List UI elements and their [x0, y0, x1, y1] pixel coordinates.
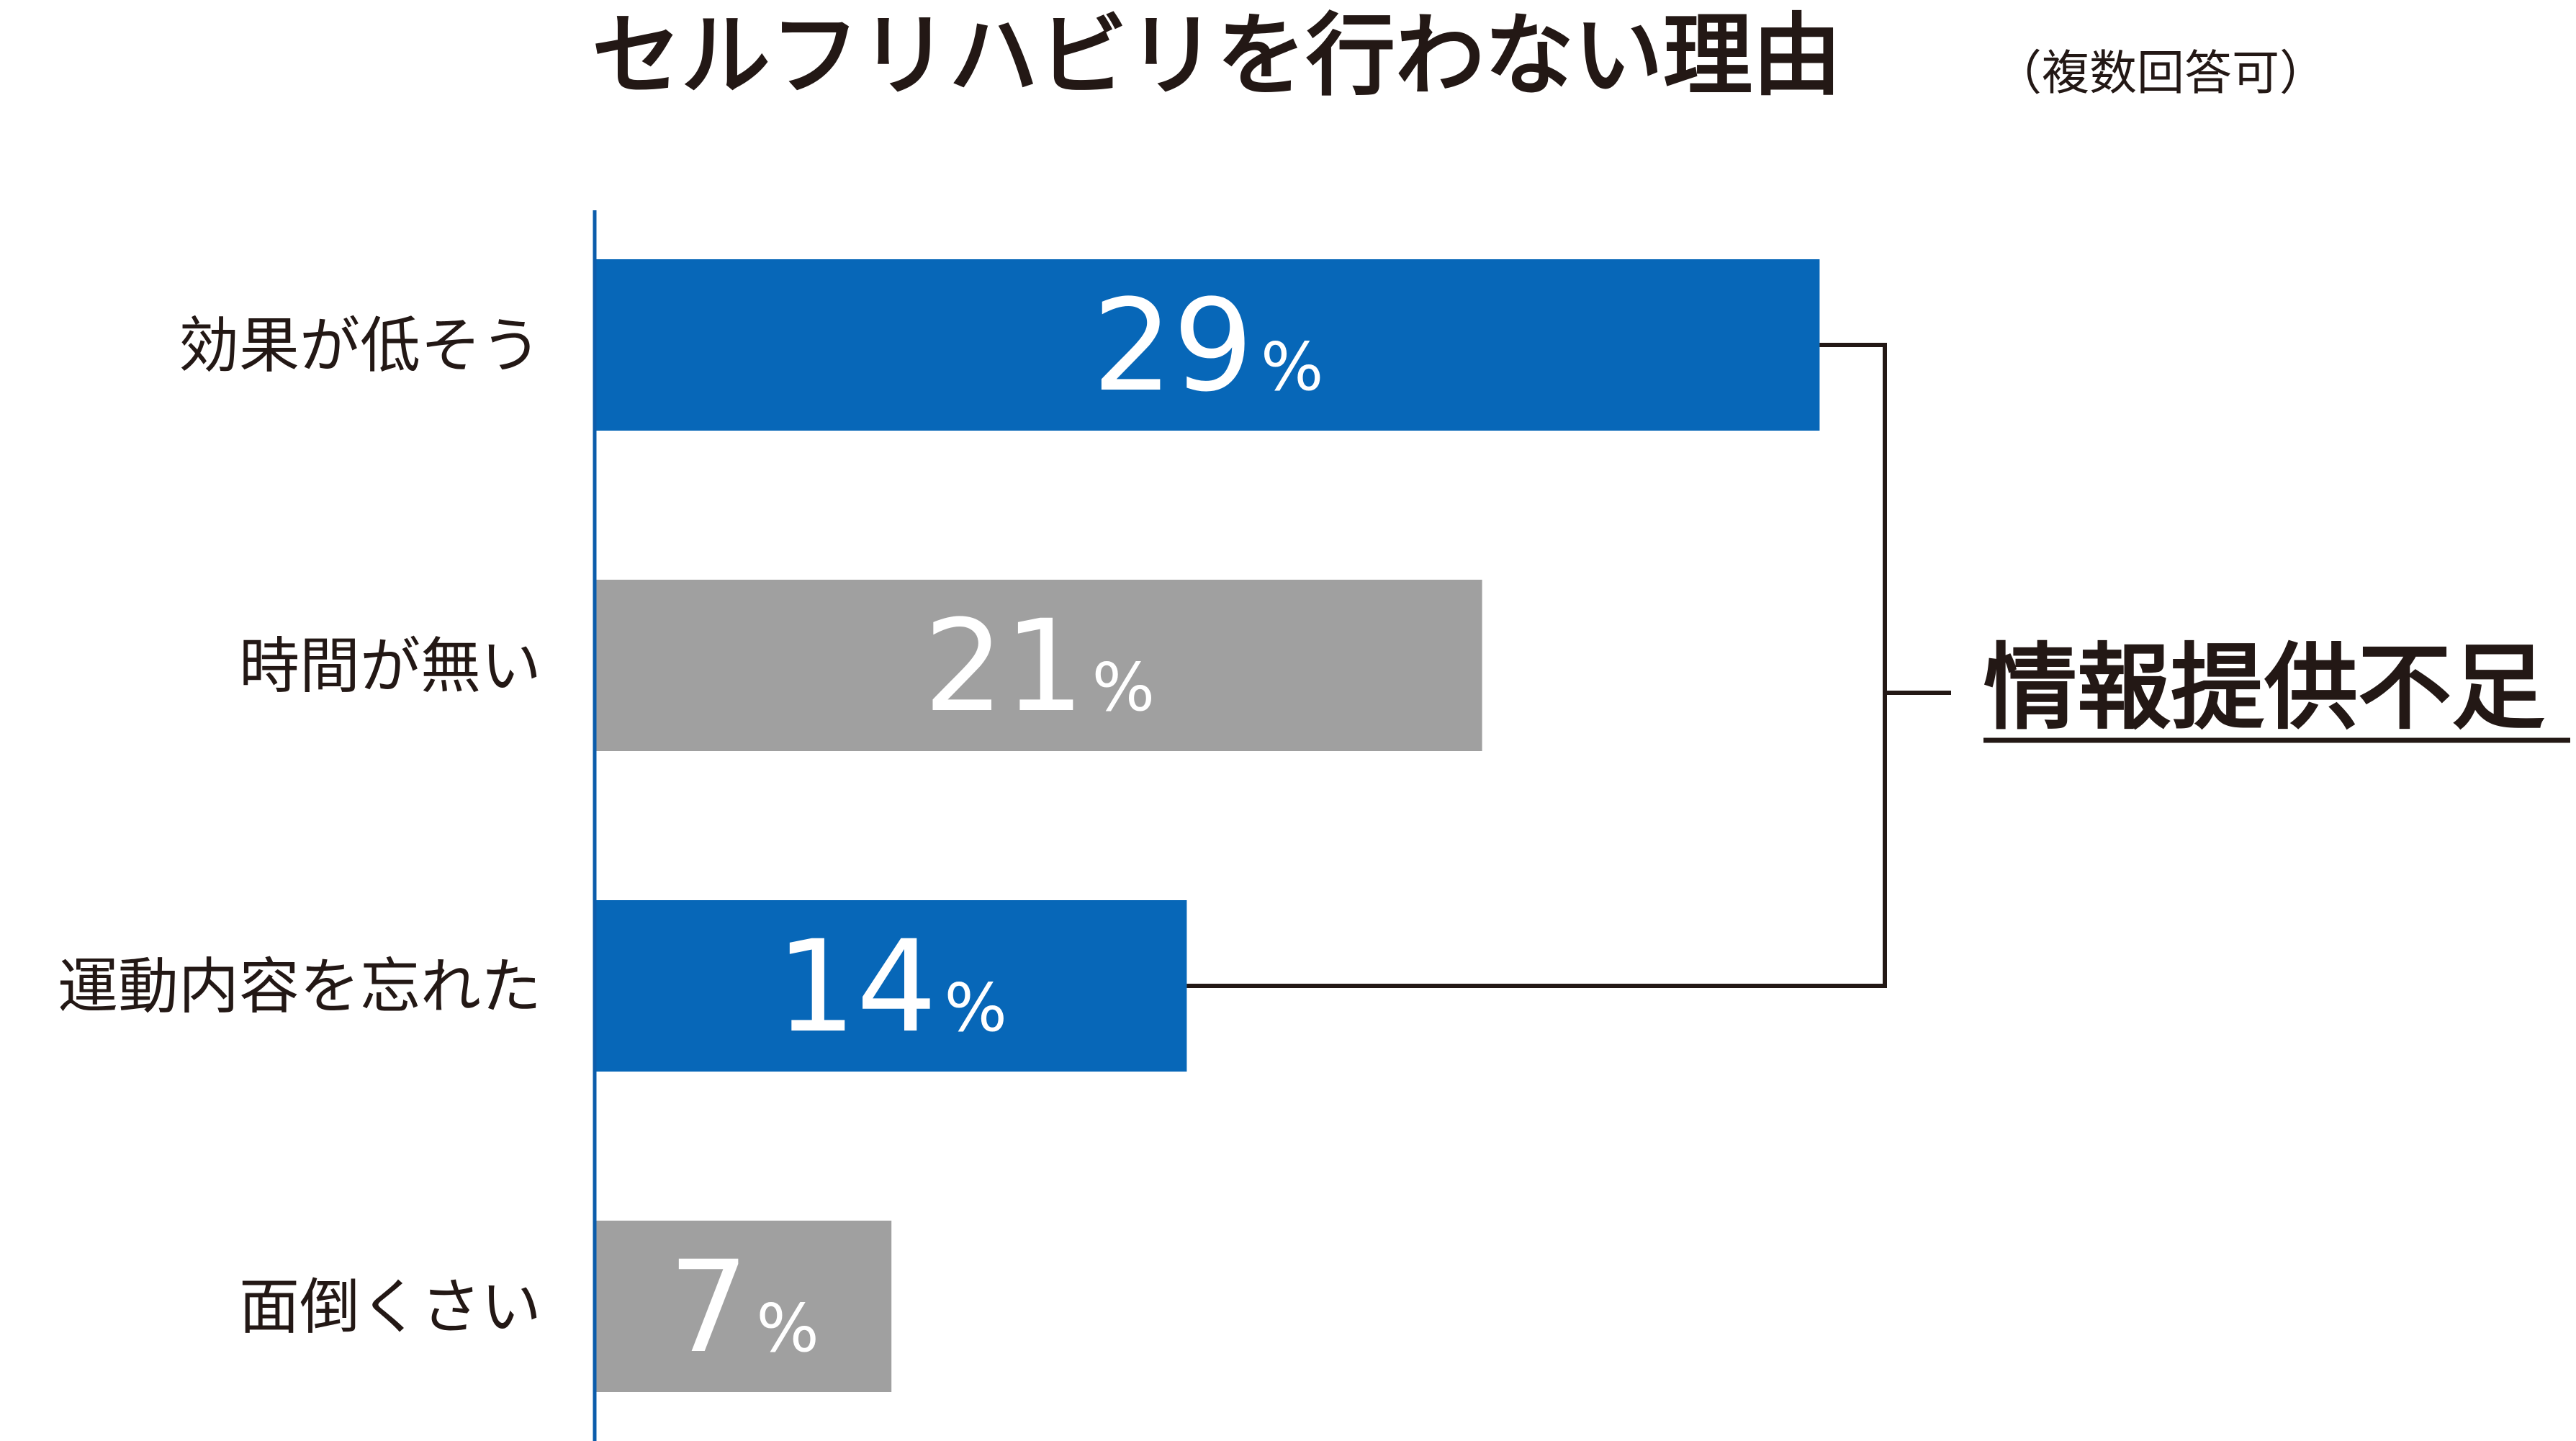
category-label-4: 面倒くさい — [239, 1272, 541, 1342]
value-number-3: 14 — [776, 913, 937, 1061]
value-label-2: 21% — [924, 593, 1155, 740]
value-unit-4: % — [756, 1290, 819, 1367]
bar-4 — [596, 1221, 892, 1392]
value-label-1: 29% — [1092, 272, 1323, 420]
category-label-2: 時間が無い — [239, 631, 541, 701]
value-number-1: 29 — [1092, 272, 1253, 420]
value-label-3: 14% — [776, 913, 1007, 1061]
bar-1 — [596, 259, 1820, 431]
bars-layer: 効果が低そう 29 % 時間が無い 21 % 運動内容を忘れた 14 % 面倒くさい 7% — [58, 259, 1820, 1392]
chart-title: セルフリハビリを行わない理由 — [592, 4, 1842, 108]
value-unit-1: % — [1261, 328, 1323, 405]
bar-3 — [596, 900, 1187, 1072]
annotation-label: 情報提供不足 — [1983, 633, 2545, 742]
value-number-4: 7 — [668, 1234, 749, 1381]
category-label-3: 運動内容を忘れた — [58, 951, 541, 1022]
value-label-4: 7% — [668, 1234, 819, 1381]
value-unit-2: % — [1092, 649, 1155, 726]
bracket-layer: 情報提供不足 — [1186, 343, 2570, 988]
bar-2 — [596, 580, 1482, 751]
chart-subtitle: （複数回答可） — [1994, 45, 2327, 101]
category-label-1: 効果が低そう — [179, 310, 541, 381]
value-number-2: 21 — [924, 593, 1085, 740]
value-unit-3: % — [944, 969, 1006, 1046]
